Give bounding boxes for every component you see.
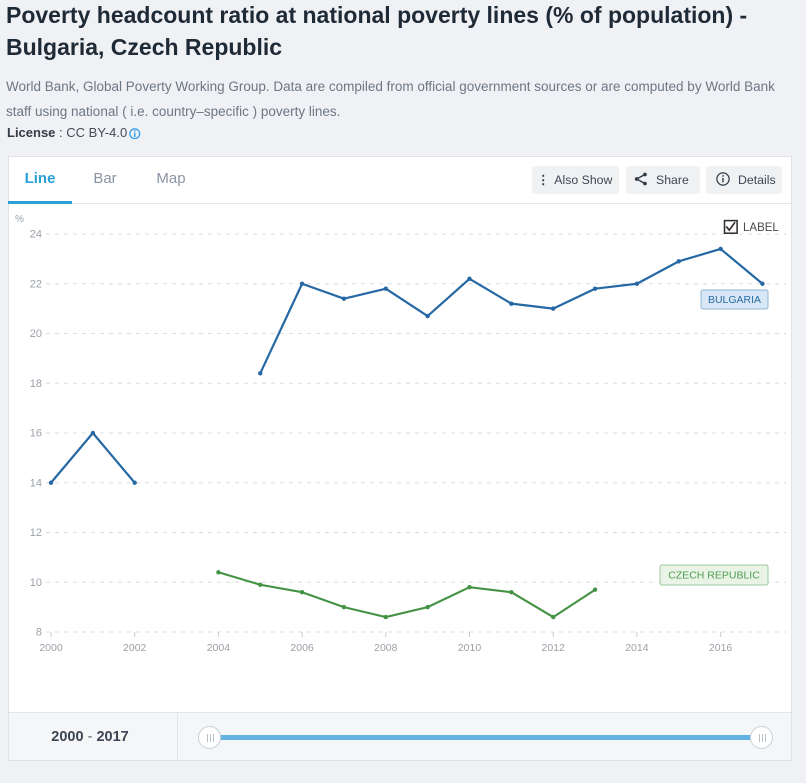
svg-text:8: 8 [36,627,42,639]
svg-text:2006: 2006 [290,642,314,654]
svg-text:2016: 2016 [709,642,733,654]
svg-text:10: 10 [30,577,42,589]
svg-text:2004: 2004 [207,642,231,654]
svg-text:2008: 2008 [374,642,398,654]
svg-text:%: % [15,214,24,225]
svg-text:2014: 2014 [625,642,649,654]
svg-text:2002: 2002 [123,642,147,654]
svg-text:22: 22 [30,278,42,290]
svg-text:18: 18 [30,378,42,390]
svg-text:16: 16 [30,428,42,440]
svg-text:2000: 2000 [39,642,63,654]
svg-text:20: 20 [30,328,42,340]
svg-text:2010: 2010 [458,642,482,654]
svg-text:24: 24 [30,229,42,241]
svg-text:LABEL: LABEL [743,222,779,234]
svg-text:CZECH REPUBLIC: CZECH REPUBLIC [668,570,760,582]
svg-text:12: 12 [30,527,42,539]
svg-text:14: 14 [30,477,42,489]
svg-text:2012: 2012 [542,642,566,654]
svg-text:BULGARIA: BULGARIA [708,294,761,306]
